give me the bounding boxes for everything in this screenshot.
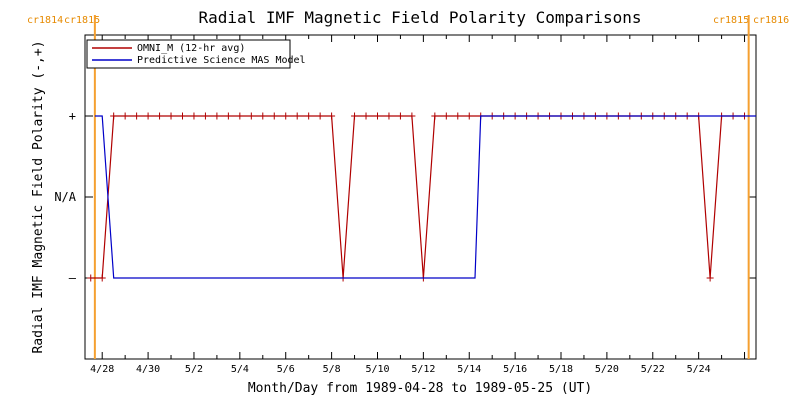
data-point-marker [259,112,267,120]
data-point-marker [465,112,473,120]
data-point-marker [454,112,462,120]
x-tick-label: 5/2 [185,364,203,375]
data-point-marker [408,112,416,120]
data-point-marker [213,112,221,120]
y-level-label: N/A [54,190,76,204]
data-point-marker [178,112,186,120]
y-axis-label: Radial IMF Magnetic Field Polarity (-,+) [31,40,46,353]
data-point-marker [442,112,450,120]
data-point-marker [362,112,370,120]
data-point-marker [236,112,244,120]
x-axis-ticks: 4/28 4/30 5/2 5/4 5/6 5/8 5/10 5/12 5/14 5/16 5/18… [90,35,746,375]
x-tick-label: 5/6 [277,364,295,375]
data-point-marker [87,274,95,282]
x-tick-label: 5/20 [595,364,619,375]
x-tick-label: 5/18 [549,364,573,375]
cr-marker-left-label-2: cr1815 [713,15,749,26]
plot-area-frame [84,34,757,360]
data-point-marker [156,112,164,120]
x-tick-label: 5/4 [231,364,249,375]
data-point-marker [396,112,404,120]
data-point-marker [144,112,152,120]
x-tick-label: 5/8 [323,364,341,375]
data-point-marker [282,112,290,120]
x-tick-label: 4/30 [136,364,160,375]
x-tick-label: 5/12 [411,364,435,375]
series-line-1 [94,115,756,279]
data-point-marker [98,274,106,282]
legend-label-omni: OMNI_M (12-hr avg) [137,43,245,54]
cr-marker-right-label-1: cr1815 [64,15,100,26]
data-point-marker [167,112,175,120]
data-point-marker [351,112,359,120]
data-point-marker [328,112,336,120]
y-level-label: + [69,109,76,123]
data-point-marker [247,112,255,120]
series-line-0 [90,115,745,279]
x-tick-label: 5/22 [641,364,665,375]
data-point-marker [305,112,313,120]
x-tick-label: 5/24 [687,364,711,375]
data-point-marker [110,112,118,120]
data-point-marker [270,112,278,120]
legend: OMNI_M (12-hr avg) Predictive Science MA… [86,39,306,69]
x-tick-label: 4/28 [90,364,114,375]
y-level-label: – [69,271,77,285]
data-point-marker [293,112,301,120]
data-point-marker [316,112,324,120]
series-layer [87,112,756,282]
data-point-marker [706,274,714,282]
data-point-marker [224,112,232,120]
x-tick-label: 5/10 [365,364,389,375]
data-point-marker [201,112,209,120]
data-point-marker [133,112,141,120]
data-point-marker [121,112,129,120]
x-tick-label: 5/16 [503,364,527,375]
data-point-marker [373,112,381,120]
x-tick-label: 5/14 [457,364,481,375]
y-axis-ticks: + N/A – [54,109,756,285]
data-point-marker [385,112,393,120]
data-point-marker [431,112,439,120]
data-point-marker [190,112,198,120]
chart-title: Radial IMF Magnetic Field Polarity Compa… [198,8,641,27]
cr-marker-right-label-2: cr1816 [753,15,789,26]
x-axis-label: Month/Day from 1989-04-28 to 1989-05-25 … [248,381,592,396]
legend-label-mas: Predictive Science MAS Model [137,55,306,66]
carrington-markers [93,15,750,359]
cr-marker-left-label-1: cr1814 [27,15,63,26]
legend-box [86,39,291,69]
